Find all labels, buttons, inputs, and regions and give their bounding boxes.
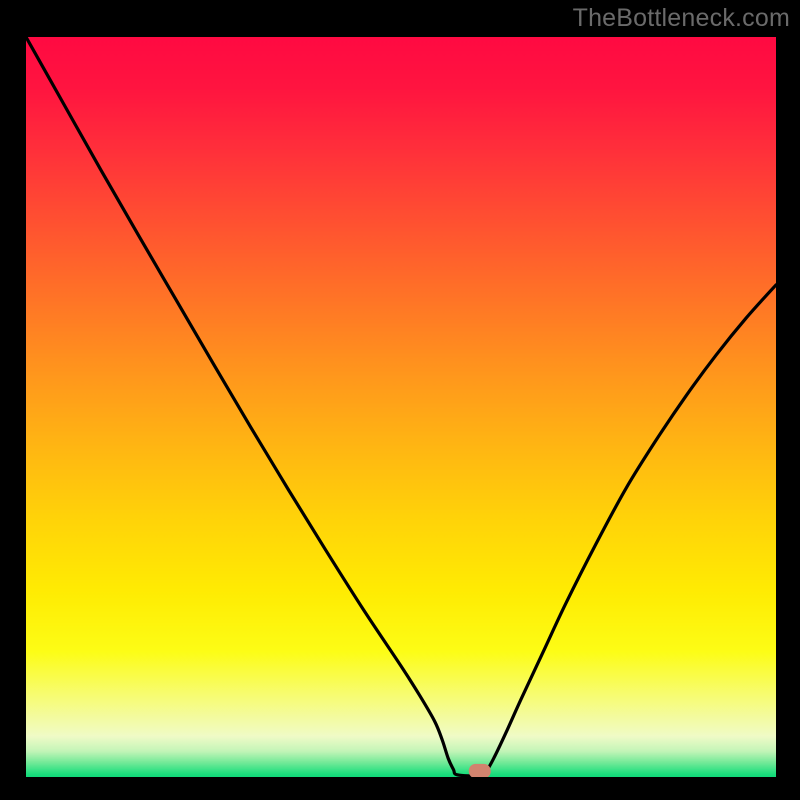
chart-root: TheBottleneck.com — [0, 0, 800, 800]
bottleneck-curve — [26, 37, 776, 776]
plot-area — [26, 37, 776, 777]
min-marker — [469, 764, 491, 777]
curve-layer — [26, 37, 776, 777]
watermark-text: TheBottleneck.com — [573, 4, 790, 33]
